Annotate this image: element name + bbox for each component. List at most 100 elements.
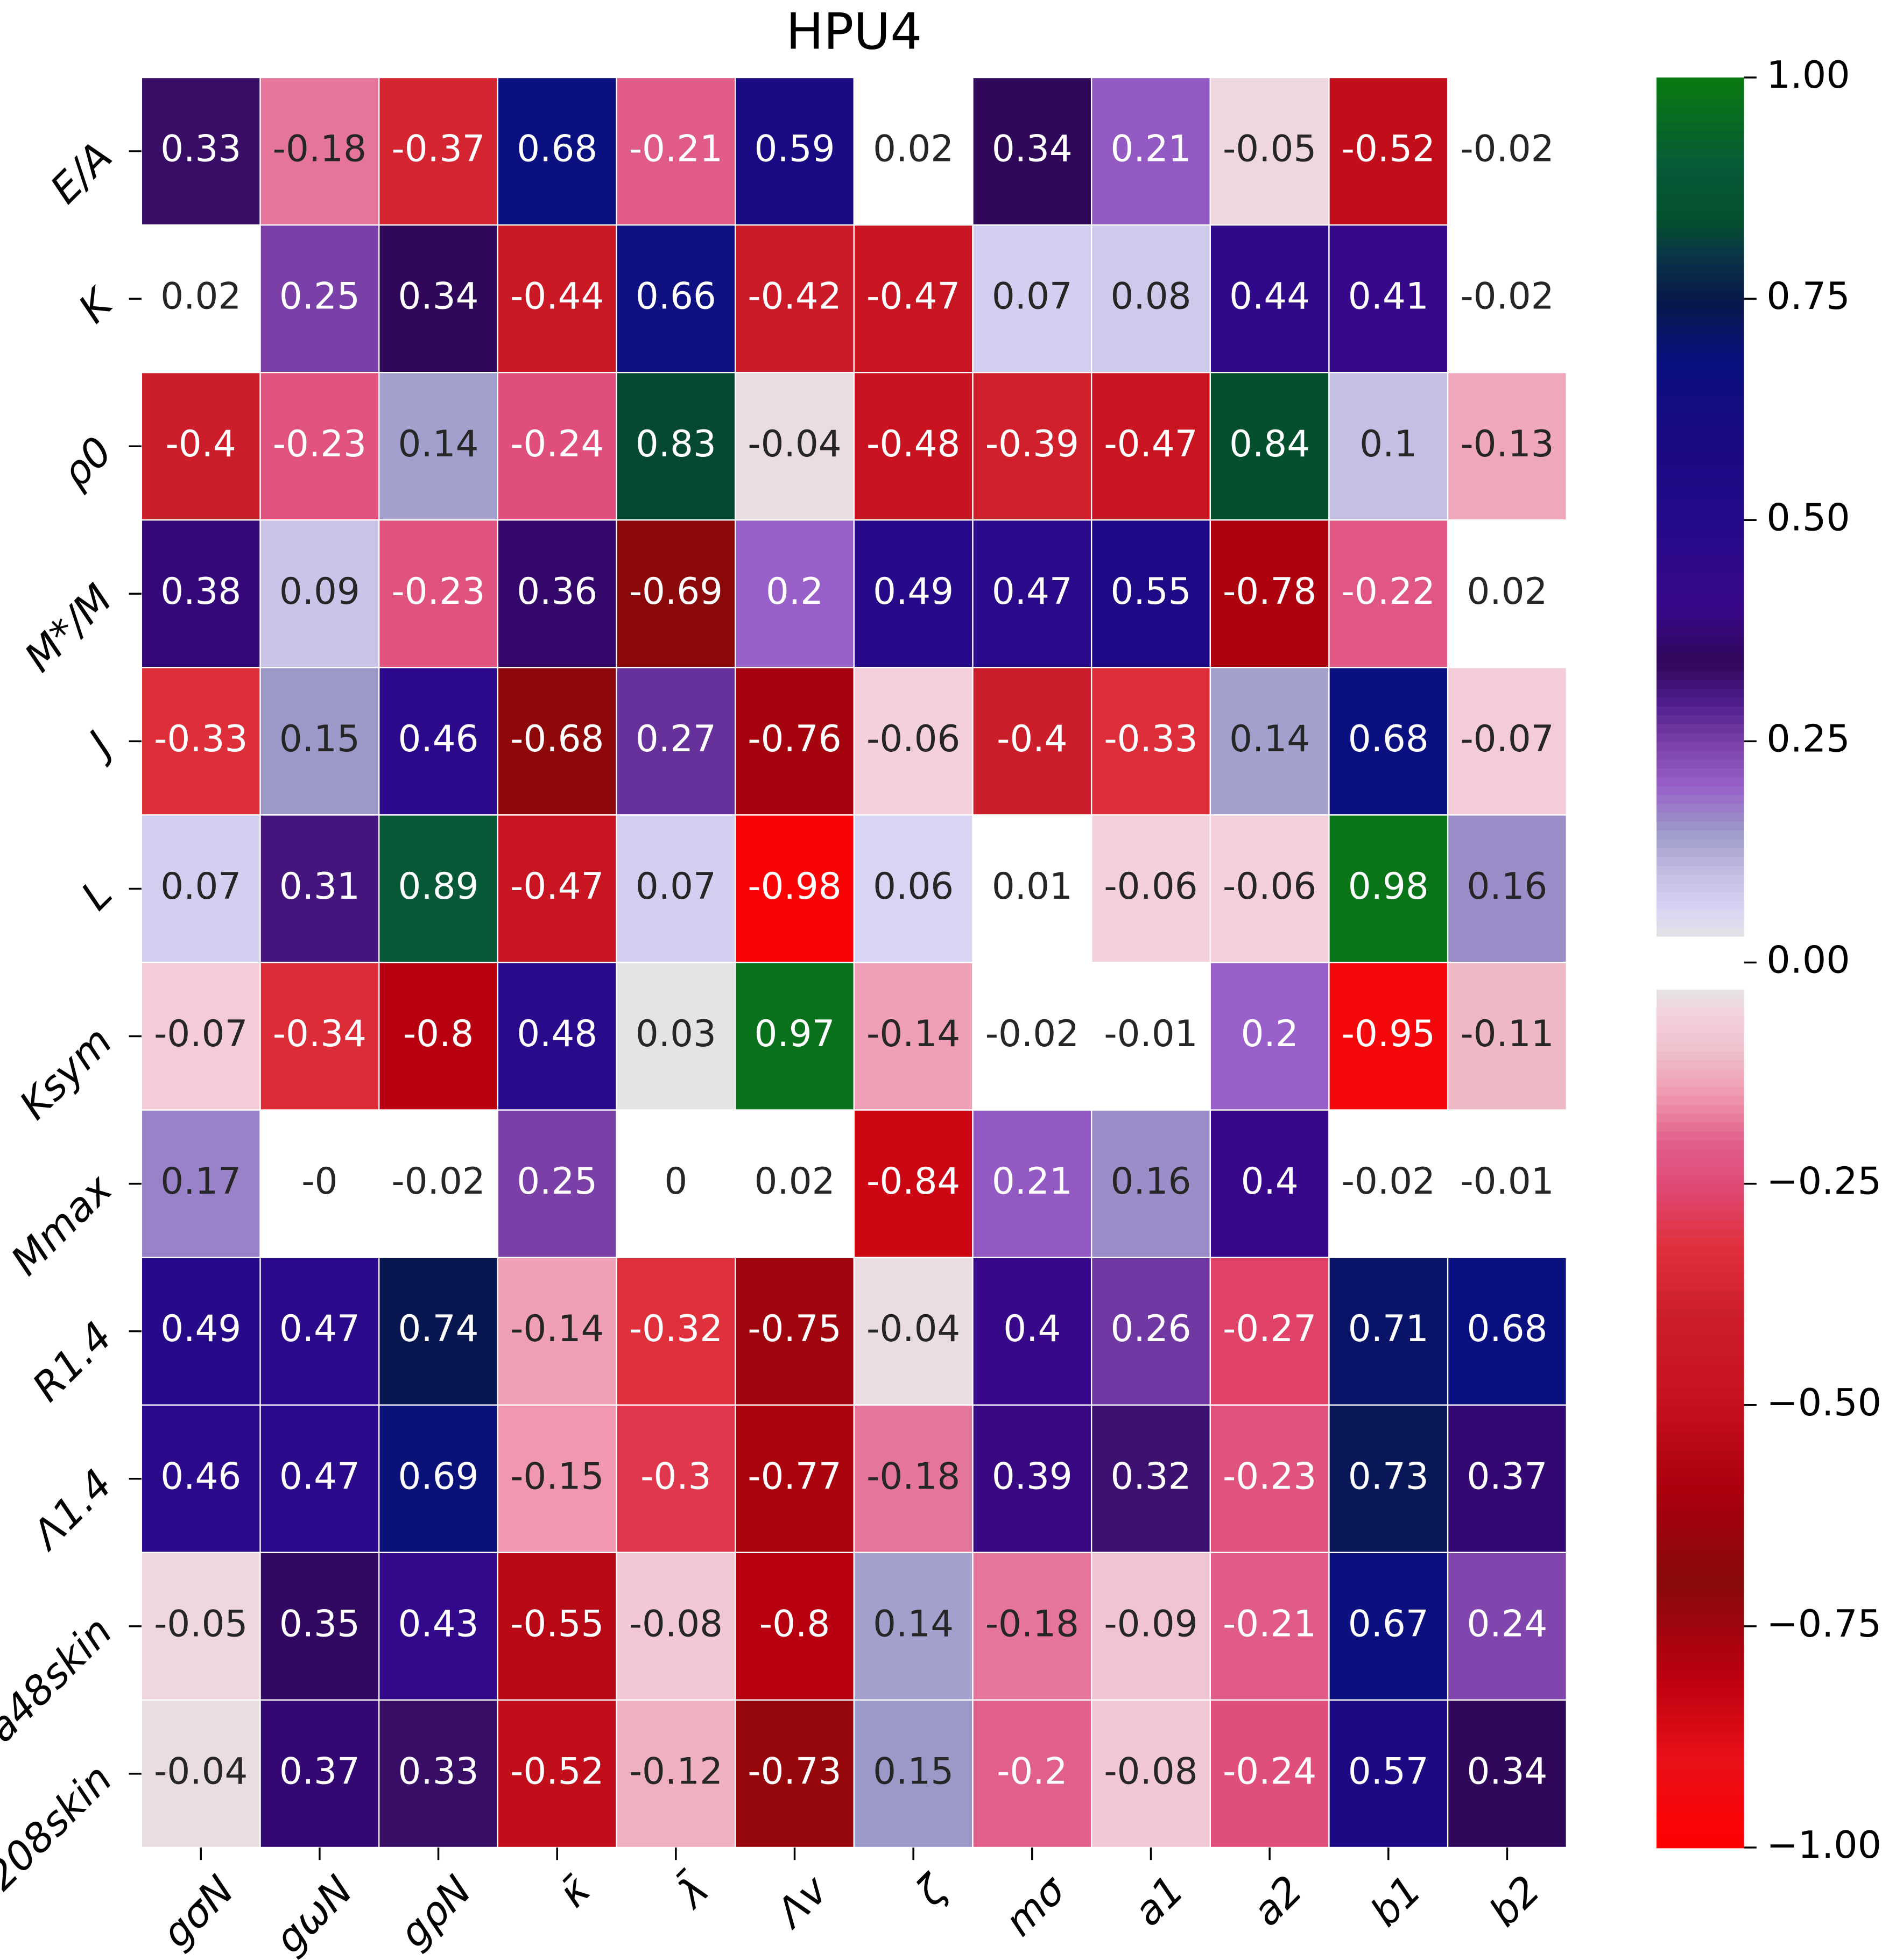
cell-label: 0.14 bbox=[1229, 717, 1310, 760]
colorbar-slice bbox=[1657, 95, 1744, 105]
heatmap-cell bbox=[378, 224, 499, 373]
cell-label: -0.47 bbox=[866, 275, 960, 318]
colorbar-slice bbox=[1657, 909, 1744, 919]
colorbar-slice bbox=[1657, 1024, 1744, 1034]
heatmap-cell bbox=[853, 667, 974, 816]
heatmap-cell bbox=[1209, 224, 1330, 373]
heatmap-cell bbox=[616, 1404, 736, 1553]
heatmap-cell bbox=[853, 1109, 974, 1258]
cell-label: 0.83 bbox=[636, 422, 716, 465]
colorbar-slice bbox=[1657, 759, 1744, 769]
colorbar-slice bbox=[1657, 1050, 1744, 1061]
y-tick-label: Λ1.4 bbox=[22, 1460, 121, 1560]
heatmap-cell bbox=[1328, 667, 1449, 816]
colorbar-slice bbox=[1657, 1617, 1744, 1627]
colorbar-slice bbox=[1657, 1077, 1744, 1088]
colorbar-slice bbox=[1657, 971, 1744, 981]
colorbar-slice bbox=[1657, 1467, 1744, 1477]
colorbar-slice bbox=[1657, 723, 1744, 734]
cell-label: 0.39 bbox=[992, 1455, 1073, 1497]
cell-label: -0.11 bbox=[1460, 1012, 1554, 1055]
colorbar-slice bbox=[1657, 697, 1744, 707]
colorbar-slice bbox=[1657, 1228, 1744, 1238]
colorbar-slice bbox=[1657, 1564, 1744, 1574]
colorbar-slice bbox=[1657, 290, 1744, 300]
colorbar-slice bbox=[1657, 130, 1744, 140]
heatmap-cell bbox=[497, 1257, 617, 1406]
cell-label: 0.66 bbox=[636, 275, 716, 318]
cell-label: 0.34 bbox=[992, 128, 1073, 170]
heatmap-cell bbox=[1328, 372, 1449, 521]
heatmap-cell bbox=[1209, 1404, 1330, 1553]
colorbar-slice bbox=[1657, 1741, 1744, 1751]
colorbar-slice bbox=[1657, 1201, 1744, 1211]
heatmap-cell bbox=[1328, 1257, 1449, 1406]
colorbar-slice bbox=[1657, 918, 1744, 928]
colorbar-slice bbox=[1657, 617, 1744, 627]
cell-label: 0.33 bbox=[398, 1750, 479, 1792]
colorbar-slice bbox=[1657, 299, 1744, 308]
colorbar-slice bbox=[1657, 1528, 1744, 1539]
y-tick-label: K bbox=[69, 278, 123, 332]
heatmap-cell bbox=[259, 667, 380, 816]
chart-title: HPU4 bbox=[786, 2, 922, 60]
cell-label: 0.74 bbox=[398, 1307, 479, 1350]
heatmap-cell bbox=[1090, 1257, 1211, 1406]
heatmap-cell bbox=[1090, 519, 1211, 668]
heatmap-cell bbox=[140, 667, 261, 816]
heatmap-cell bbox=[378, 667, 499, 816]
cell-label: -0.07 bbox=[1460, 717, 1554, 760]
heatmap-cell bbox=[378, 519, 499, 668]
cell-label: 0.32 bbox=[1110, 1455, 1191, 1497]
cell-label: 0.07 bbox=[160, 865, 241, 907]
colorbar-slice bbox=[1657, 670, 1744, 680]
heatmap-cell bbox=[972, 1552, 1093, 1701]
colorbar-slice bbox=[1657, 608, 1744, 618]
cell-label: -0.44 bbox=[510, 275, 604, 318]
cell-label: -0.52 bbox=[1342, 128, 1435, 170]
cell-label: 0.06 bbox=[873, 865, 954, 907]
cell-label: -0.52 bbox=[510, 1750, 604, 1792]
cell-label: 0.25 bbox=[517, 1160, 597, 1202]
cell-label: 0.1 bbox=[1359, 422, 1417, 465]
colorbar-slice bbox=[1657, 1360, 1744, 1371]
colorbar-slice bbox=[1657, 794, 1744, 804]
heatmap-cell bbox=[853, 372, 974, 521]
x-tick-label: mσ bbox=[996, 1866, 1075, 1945]
heatmap-cell bbox=[1209, 1257, 1330, 1406]
colorbar-slice bbox=[1657, 1396, 1744, 1406]
heatmap-cell bbox=[378, 76, 499, 226]
colorbar-slice bbox=[1657, 528, 1744, 539]
colorbar-slice bbox=[1657, 1325, 1744, 1335]
colorbar-slice bbox=[1657, 201, 1744, 211]
colorbar-slice bbox=[1657, 1193, 1744, 1202]
heatmap-cell bbox=[497, 814, 617, 963]
cell-label: 0.34 bbox=[1467, 1750, 1547, 1792]
cell-label: 0.47 bbox=[279, 1455, 360, 1497]
colorbar-slice bbox=[1657, 600, 1744, 610]
y-tick-label: Pb208skin bbox=[0, 1755, 121, 1935]
colorbar-slice bbox=[1657, 564, 1744, 574]
colorbar-slice bbox=[1657, 1183, 1744, 1194]
colorbar-slice bbox=[1657, 1148, 1744, 1158]
cell-label: 0.34 bbox=[398, 275, 479, 318]
cell-label: -0.06 bbox=[1223, 865, 1316, 907]
colorbar-slice bbox=[1657, 1033, 1744, 1043]
colorbar-slice bbox=[1657, 1653, 1744, 1663]
heatmap-cell bbox=[140, 1552, 261, 1701]
heatmap-cell bbox=[1447, 1109, 1567, 1258]
cell-label: -0.04 bbox=[154, 1750, 248, 1792]
colorbar-slice bbox=[1657, 378, 1744, 388]
colorbar-slice bbox=[1657, 767, 1744, 778]
cell-label: -0.12 bbox=[629, 1750, 723, 1792]
colorbar-tick-label: 0.75 bbox=[1766, 274, 1850, 318]
colorbar-slice bbox=[1657, 1458, 1744, 1468]
colorbar-slice bbox=[1657, 1644, 1744, 1654]
cell-label: -0.55 bbox=[510, 1602, 604, 1645]
cell-label: 0.4 bbox=[1241, 1160, 1299, 1202]
colorbar-slice bbox=[1657, 1502, 1744, 1512]
heatmap-cell bbox=[853, 224, 974, 373]
cell-label: 0.2 bbox=[1241, 1012, 1299, 1055]
heatmap-cell bbox=[378, 1109, 499, 1258]
